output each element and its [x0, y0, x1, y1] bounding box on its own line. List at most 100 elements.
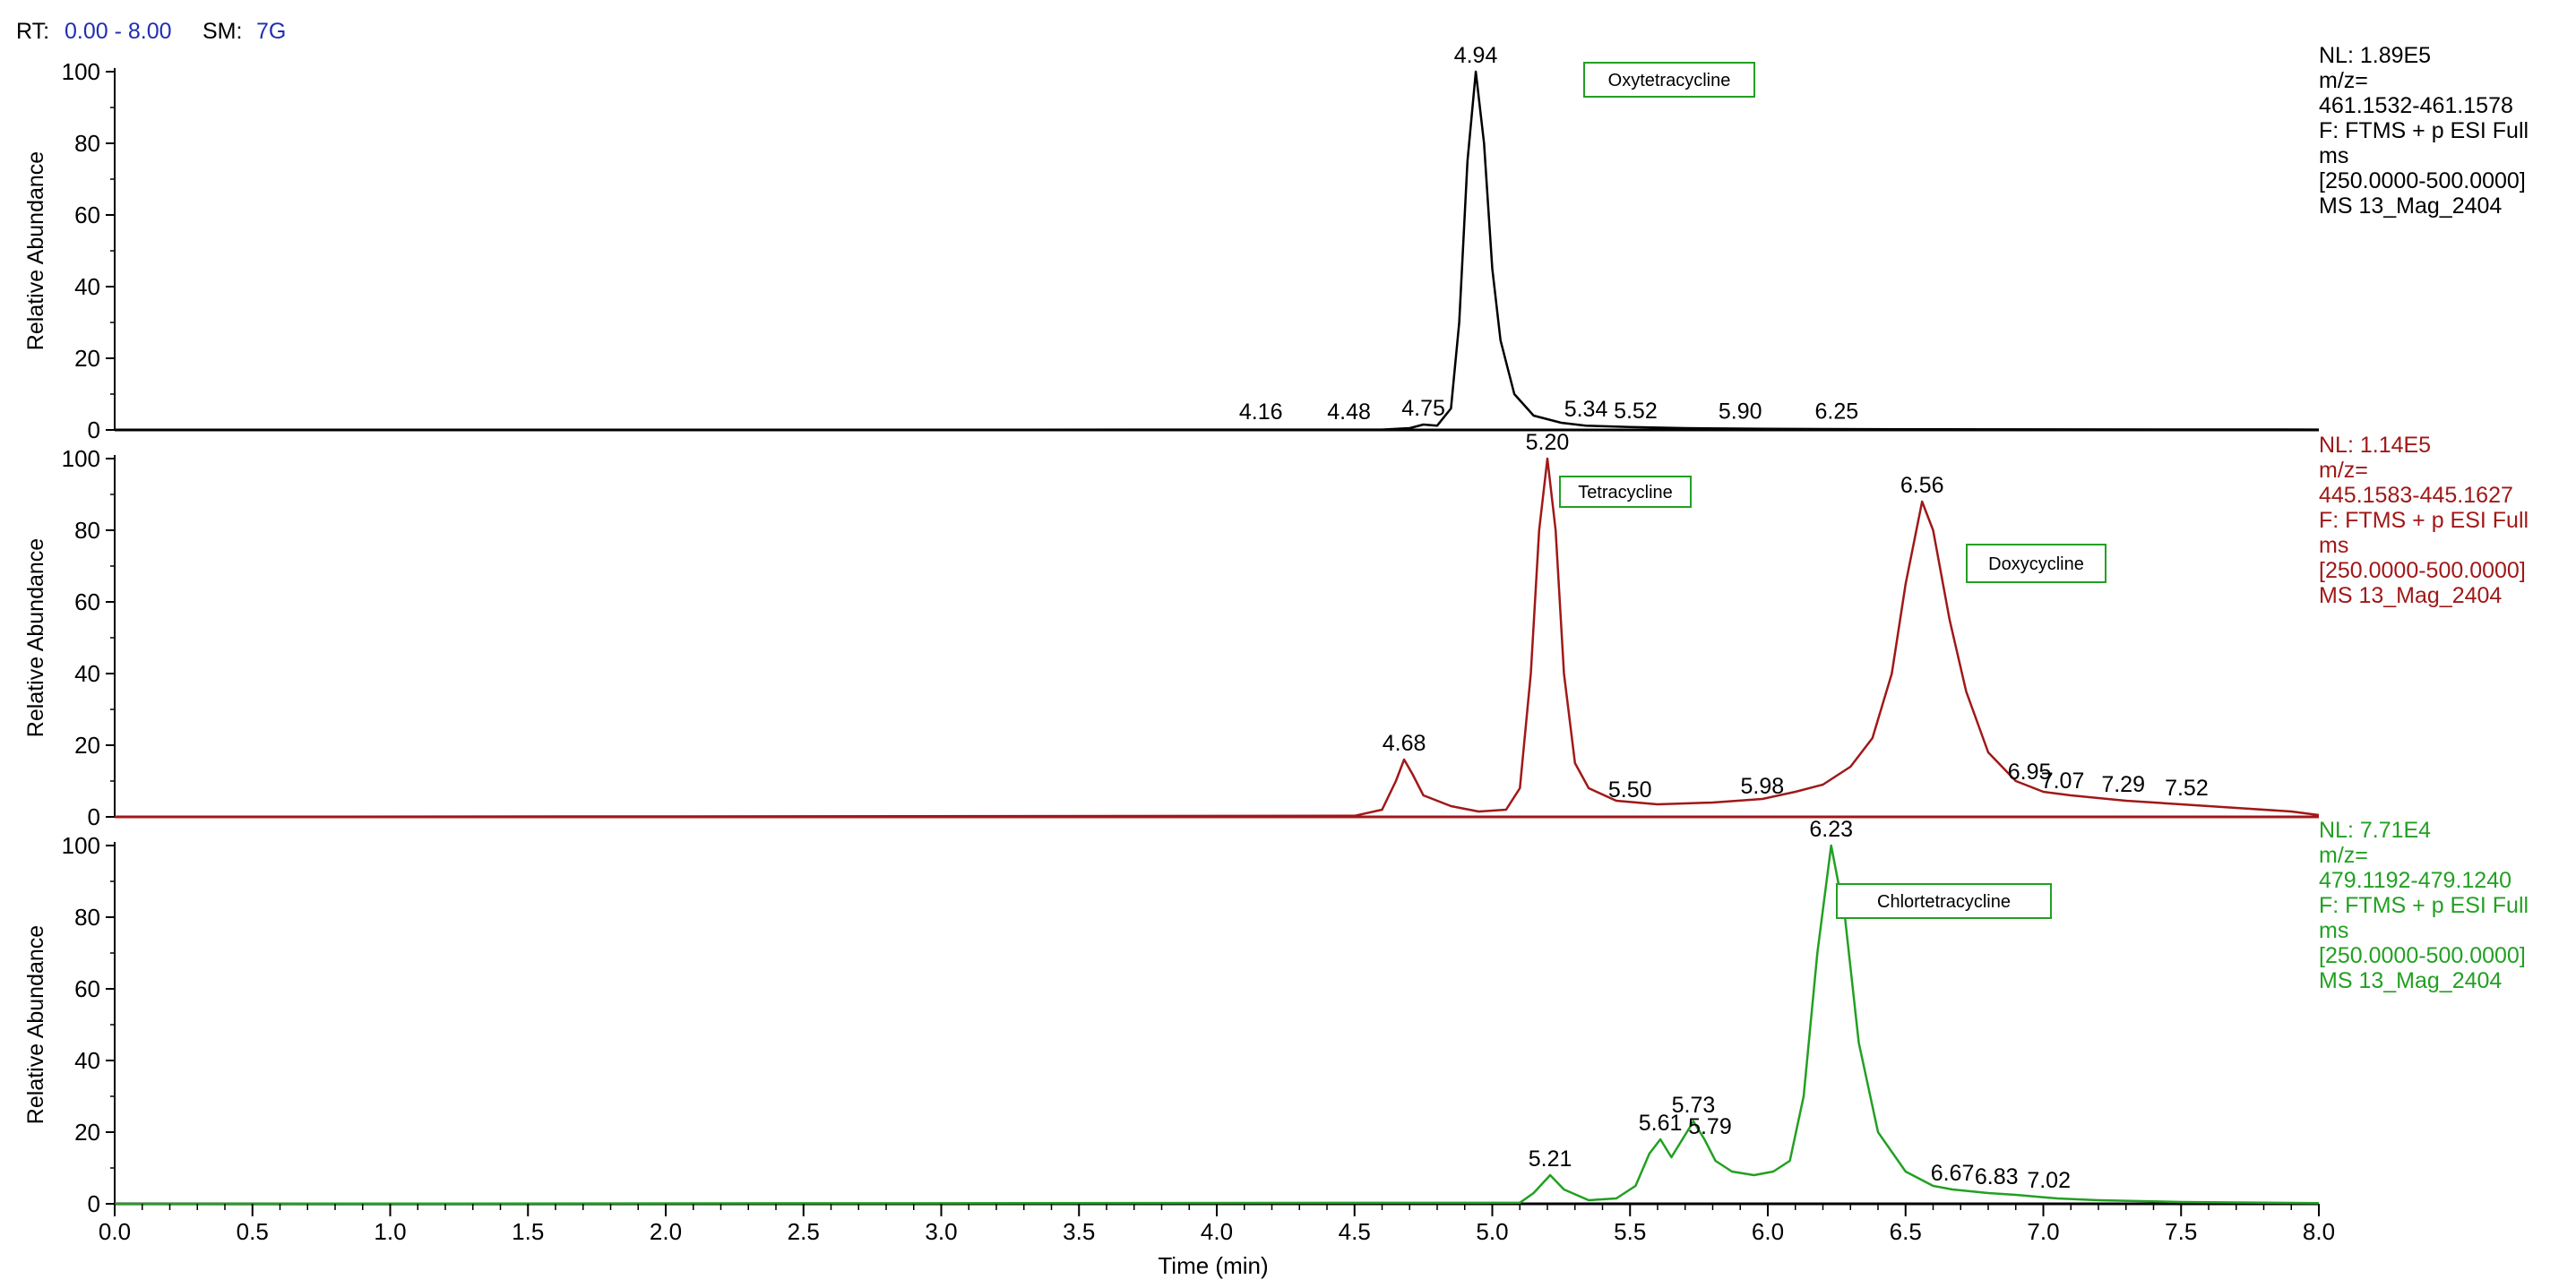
scan-info-line: 479.1192-479.1240 — [2319, 868, 2511, 893]
scan-info-line: 445.1583-445.1627 — [2319, 483, 2513, 508]
compound-label-box — [1559, 476, 1692, 508]
x-tick-label: 5.0 — [1476, 1218, 1508, 1245]
peak-label: 6.95 — [2008, 760, 2052, 785]
y-tick-label: 80 — [74, 130, 100, 157]
y-axis-title: Relative Abundance — [23, 538, 48, 737]
peak-label: 5.50 — [1608, 777, 1652, 803]
y-tick-label: 80 — [74, 904, 100, 931]
compound-label-box — [1836, 883, 2052, 919]
y-tick-label: 20 — [74, 345, 100, 372]
chart-panels: 0 20 40 60 80 100 Relative Abundance 4.94 4.16 4.… — [23, 43, 2529, 1245]
peak-label: 4.75 — [1401, 396, 1445, 421]
peak-label: 7.29 — [2101, 772, 2145, 797]
peak-label: 7.07 — [2041, 769, 2085, 794]
peak-label: 5.98 — [1741, 774, 1785, 799]
peak-label: 7.02 — [2027, 1168, 2071, 1193]
peak-label: 4.94 — [1454, 43, 1498, 68]
x-tick-label: 4.0 — [1201, 1218, 1233, 1245]
sm-label: SM: — [202, 19, 242, 44]
peak-label: 5.79 — [1688, 1114, 1732, 1139]
peak-label: 6.56 — [1900, 473, 1944, 498]
scan-info-line: MS 13_Mag_2404 — [2319, 968, 2502, 993]
compound-label: Oxytetracycline — [1608, 71, 1731, 90]
scan-info-line: NL: 1.14E5 — [2319, 433, 2431, 458]
y-tick-label: 100 — [62, 58, 100, 85]
scan-info-line: ms — [2319, 143, 2348, 168]
peak-label: 5.73 — [1672, 1093, 1716, 1118]
x-tick-label: 7.5 — [2165, 1218, 2197, 1245]
peak-label: 5.61 — [1639, 1111, 1683, 1136]
y-tick-label: 40 — [74, 273, 100, 300]
chromatogram-panel-1: 0 20 40 60 80 100 Relative Abundance 4.94 4.16 4.… — [23, 43, 2529, 443]
x-tick-label: 6.0 — [1752, 1218, 1784, 1245]
scan-info-line: NL: 7.71E4 — [2319, 818, 2431, 843]
y-tick-label: 20 — [74, 732, 100, 759]
x-axis-title: Time (min) — [1158, 1252, 1268, 1279]
chromatogram-trace — [114, 70, 2320, 432]
scan-info-line: [250.0000-500.0000] — [2319, 558, 2526, 583]
scan-info-line: m/z= — [2319, 843, 2368, 868]
peak-label: 4.48 — [1327, 399, 1371, 425]
y-tick-label: 80 — [74, 517, 100, 544]
x-axis: 0.0 0.5 1.0 1.5 2.0 2.5 3.0 3.5 4.0 4.5 5.0 5.5 6.0 6… — [99, 1204, 2335, 1245]
x-tick-label: 1.0 — [374, 1218, 406, 1245]
peak-label: 5.90 — [1719, 399, 1762, 425]
scan-info-line: F: FTMS + p ESI Full — [2319, 893, 2529, 918]
x-tick-label: 2.0 — [650, 1218, 682, 1245]
x-tick-label: 8.0 — [2303, 1218, 2335, 1245]
peak-label: 5.52 — [1614, 399, 1658, 424]
x-tick-label: 0.0 — [99, 1218, 131, 1245]
scan-info-line: NL: 1.89E5 — [2319, 43, 2431, 68]
compound-label-box — [1966, 544, 2106, 583]
sm-value: 7G — [256, 19, 286, 44]
scan-info-line: F: FTMS + p ESI Full — [2319, 118, 2529, 143]
scan-info-line: MS 13_Mag_2404 — [2319, 193, 2502, 219]
peak-label: 6.25 — [1815, 399, 1859, 425]
y-tick-label: 60 — [74, 202, 100, 228]
y-tick-label: 0 — [88, 1190, 100, 1217]
y-tick-label: 40 — [74, 1047, 100, 1074]
y-tick-label: 40 — [74, 660, 100, 687]
peak-label: 6.23 — [1809, 817, 1853, 842]
chromatogram-panel-3: 0 20 40 60 80 100 Relative Abundance 6.23 5.21 5.… — [23, 817, 2529, 1217]
scan-info-line: ms — [2319, 533, 2348, 558]
peak-label: 4.16 — [1239, 399, 1283, 425]
x-tick-label: 7.0 — [2027, 1218, 2059, 1245]
y-tick-label: 60 — [74, 975, 100, 1002]
x-tick-label: 5.5 — [1614, 1218, 1646, 1245]
x-tick-label: 3.0 — [925, 1218, 957, 1245]
scan-info-line: [250.0000-500.0000] — [2319, 168, 2526, 193]
y-tick-label: 20 — [74, 1119, 100, 1146]
scan-info-line: 461.1532-461.1578 — [2319, 93, 2513, 118]
scan-info-line: MS 13_Mag_2404 — [2319, 583, 2502, 608]
scan-info-line: [250.0000-500.0000] — [2319, 943, 2526, 968]
peak-label: 6.83 — [1975, 1164, 2019, 1189]
compound-label-box — [1583, 62, 1755, 98]
peak-label: 5.21 — [1529, 1146, 1572, 1172]
x-tick-label: 0.5 — [237, 1218, 269, 1245]
chromatogram-panel-2: 0 20 40 60 80 100 Relative Abundance 5.20 6.56 4.… — [23, 430, 2529, 830]
y-tick-label: 60 — [74, 588, 100, 615]
compound-label: Doxycycline — [1988, 554, 2084, 574]
peak-label: 7.52 — [2165, 776, 2209, 801]
rt-value: 0.00 - 8.00 — [65, 19, 172, 44]
x-tick-label: 4.5 — [1339, 1218, 1371, 1245]
scan-info-line: m/z= — [2319, 458, 2368, 483]
peak-label: 5.34 — [1564, 397, 1608, 422]
chromatogram-trace — [114, 457, 2320, 819]
rt-label: RT: — [16, 19, 49, 44]
compound-label: Tetracycline — [1578, 483, 1673, 502]
y-tick-label: 0 — [88, 416, 100, 443]
chromatogram-trace — [114, 844, 2320, 1206]
peak-label: 4.68 — [1383, 731, 1426, 756]
y-tick-label: 0 — [88, 803, 100, 830]
x-tick-label: 6.5 — [1890, 1218, 1922, 1245]
y-tick-label: 100 — [62, 445, 100, 472]
x-tick-label: 1.5 — [512, 1218, 544, 1245]
scan-info-line: F: FTMS + p ESI Full — [2319, 508, 2529, 533]
peak-label: 6.67 — [1931, 1161, 1975, 1186]
scan-info-line: ms — [2319, 918, 2348, 943]
scan-info-line: m/z= — [2319, 68, 2368, 93]
x-tick-label: 2.5 — [788, 1218, 820, 1245]
